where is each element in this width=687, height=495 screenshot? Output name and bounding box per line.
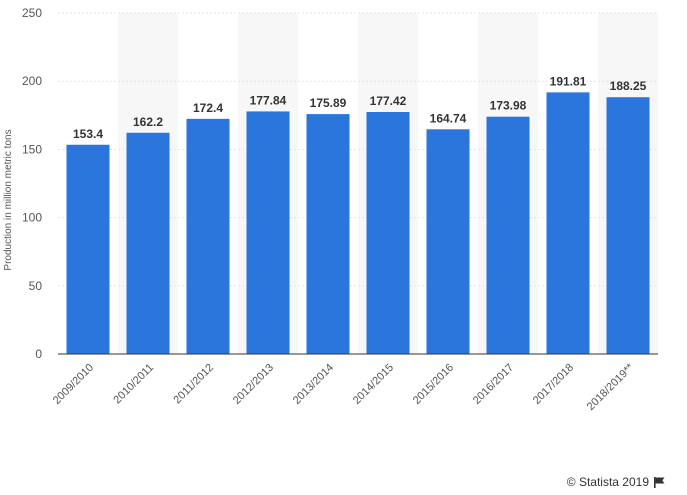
data-label: 173.98 (490, 99, 527, 113)
value-labels: 153.4 162.2 172.4 177.84 175.89 177.42 164.74 1… (73, 74, 647, 140)
data-label: 191.81 (550, 74, 587, 88)
bar[interactable] (486, 116, 530, 354)
y-tick-label: 200 (22, 74, 42, 88)
bar[interactable] (126, 132, 170, 354)
statista-credit[interactable]: © Statista 2019 (567, 475, 665, 489)
data-label: 164.74 (430, 111, 467, 125)
bar[interactable] (186, 118, 230, 354)
data-label: 188.25 (610, 79, 647, 93)
credit-text: © Statista 2019 (566, 475, 649, 489)
y-tick-label: 50 (29, 279, 43, 293)
y-tick-label: 0 (35, 347, 42, 361)
bars (66, 92, 650, 355)
y-axis-ticks: 0 50 100 150 200 250 (22, 6, 42, 361)
x-tick-label: 2009/2010 (51, 362, 96, 407)
x-tick-label: 2010/2011 (111, 362, 156, 407)
y-tick-label: 100 (22, 211, 42, 225)
data-label: 177.42 (370, 94, 407, 108)
y-tick-label: 150 (22, 142, 42, 156)
data-label: 177.84 (250, 93, 287, 107)
bar[interactable] (366, 111, 410, 355)
y-axis-title: Production in million metric tons (3, 129, 14, 270)
x-tick-label: 2015/2016 (411, 362, 456, 407)
flag-icon[interactable] (654, 476, 665, 488)
x-tick-label: 2013/2014 (291, 362, 336, 407)
x-tick-label: 2018/2019** (585, 361, 637, 413)
x-tick-label: 2012/2013 (231, 362, 276, 407)
bar[interactable] (546, 92, 590, 355)
y-tick-label: 250 (22, 6, 42, 20)
x-tick-label: 2016/2017 (471, 362, 516, 407)
data-label: 175.89 (310, 96, 347, 110)
data-label: 153.4 (73, 127, 103, 141)
bar[interactable] (66, 144, 110, 354)
data-label: 162.2 (133, 115, 163, 129)
x-tick-label: 2014/2015 (351, 362, 396, 407)
x-tick-label: 2011/2012 (171, 362, 216, 407)
data-label: 172.4 (193, 101, 223, 115)
bar[interactable] (426, 129, 470, 354)
x-axis-labels: 2009/2010 2010/2011 2011/2012 2012/2013 2013… (51, 361, 637, 413)
bar[interactable] (606, 97, 650, 355)
bar[interactable] (246, 111, 290, 354)
x-tick-label: 2017/2018 (531, 362, 576, 407)
bar[interactable] (306, 114, 350, 355)
